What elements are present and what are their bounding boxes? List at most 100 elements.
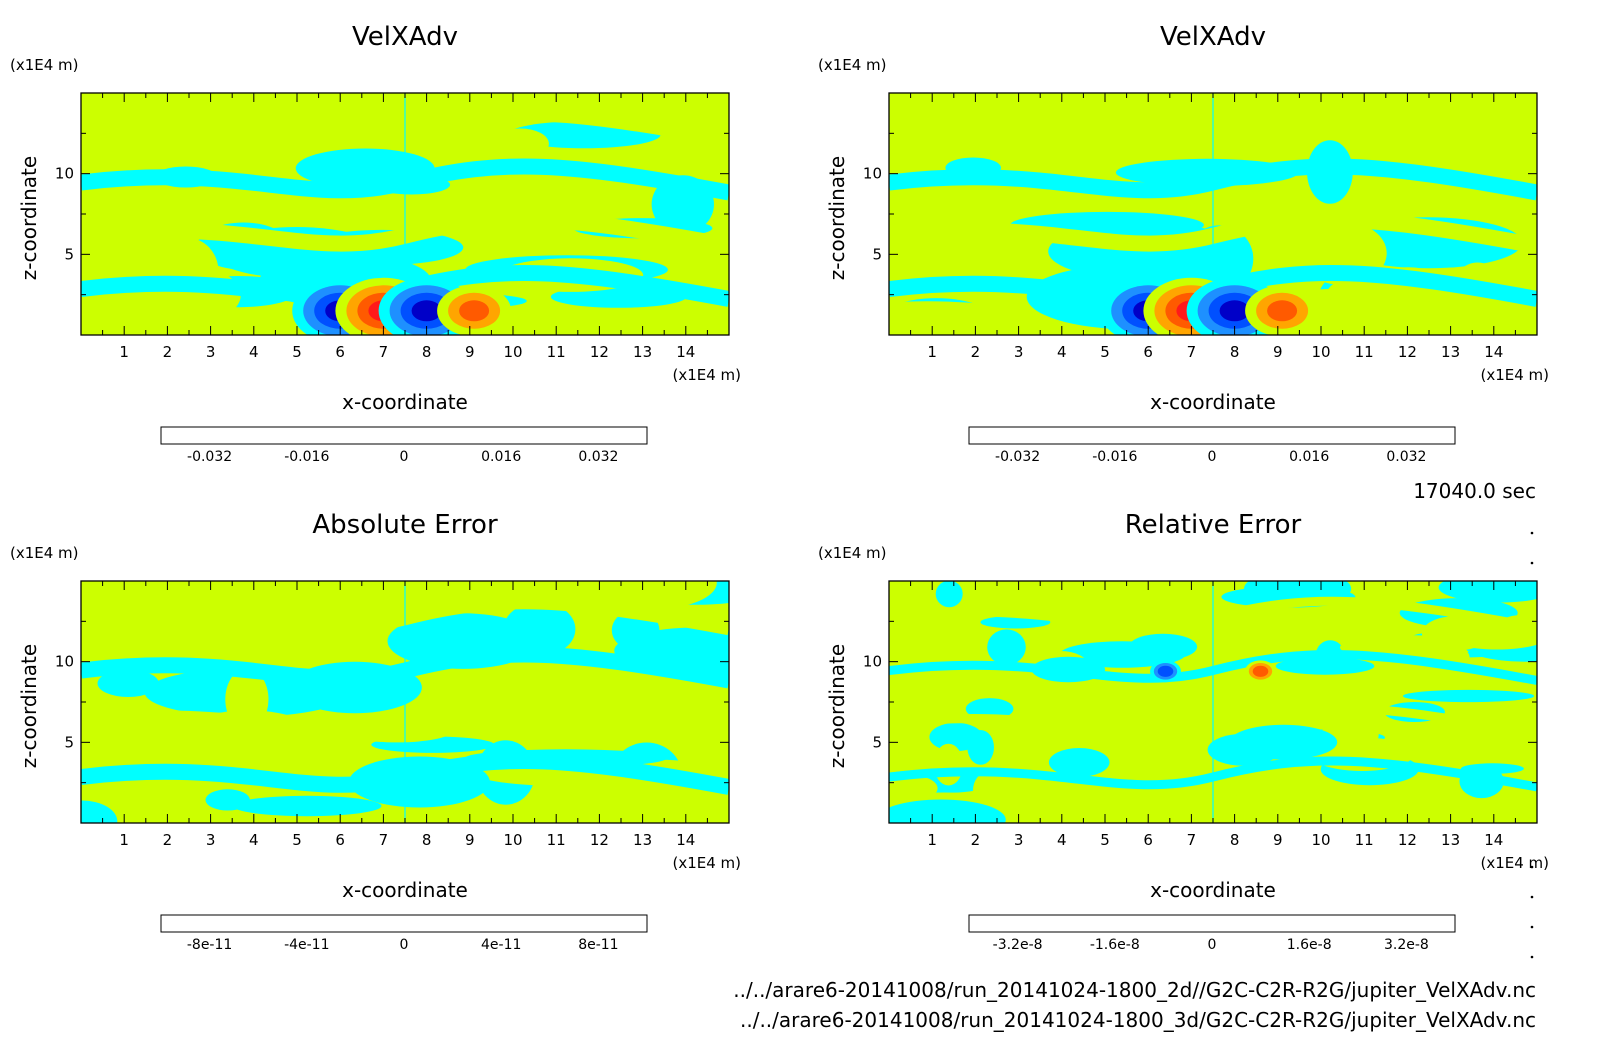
field-region: [1128, 788, 1237, 806]
y-tick-label: 10: [55, 653, 74, 671]
x-tick-label: 3: [206, 831, 216, 849]
x-tick-label: 4: [249, 343, 259, 361]
colorbar-frame: [968, 914, 1456, 933]
x-tick-label: 2: [163, 831, 173, 849]
x-tick-label: 3: [1014, 831, 1024, 849]
field-region: [1421, 616, 1491, 651]
x-tick-label: 10: [503, 831, 522, 849]
x-tick-label: 3: [206, 343, 216, 361]
chart-title: VelXAdv: [1160, 22, 1266, 52]
colorbar-tick-label: -3.2e-8: [993, 937, 1043, 953]
colorbar-tick-label: -0.032: [995, 449, 1040, 465]
x-tick-label: 9: [465, 831, 475, 849]
stray-dots: [1530, 531, 1534, 959]
x-tick-label: 6: [1143, 343, 1153, 361]
x-tick-label: 14: [1484, 343, 1503, 361]
chart-panel: Relative Error(x1E4 m)1 2 3 4 5 6 7 8 9 10 11 12 13 1…: [818, 510, 1549, 953]
y-tick-label: 10: [863, 653, 882, 671]
x-tick-label: 11: [1355, 343, 1374, 361]
field-region: [889, 301, 1033, 335]
x-tick-label: 7: [1187, 831, 1197, 849]
x-tick-label: 12: [1398, 831, 1417, 849]
x-tick-label: 5: [292, 343, 302, 361]
time-label: 17040.0 sec: [1413, 479, 1536, 503]
x-tick-label: 13: [633, 343, 652, 361]
chart-title: VelXAdv: [352, 22, 458, 52]
y-tick-label: 5: [872, 245, 882, 263]
y-unit-label: (x1E4 m): [10, 56, 79, 74]
x-tick-label: 7: [379, 343, 389, 361]
field-region: [1008, 789, 1085, 802]
x-tick-label: 1: [119, 343, 129, 361]
colorbar-tick-label: 0.032: [1386, 449, 1426, 465]
y-axis-label: z-coordinate: [17, 156, 41, 280]
file-path-1: ../../arare6-20141008/run_20141024-1800_…: [733, 978, 1536, 1002]
colorbar-tick-label: 1.6e-8: [1287, 937, 1332, 953]
x-tick-label: 1: [927, 831, 937, 849]
x-tick-label: 12: [590, 831, 609, 849]
x-tick-label: 10: [1311, 343, 1330, 361]
colorbar-tick-label: -0.032: [187, 449, 232, 465]
extremum-contour: [1157, 665, 1174, 677]
colorbar-tick-label: -1.6e-8: [1090, 937, 1140, 953]
x-tick-label: 2: [971, 831, 981, 849]
field-region: [1039, 581, 1108, 608]
field-region: [933, 743, 964, 786]
extremum-contour: [1267, 300, 1298, 322]
colorbar-tick-label: 3.2e-8: [1384, 937, 1429, 953]
x-tick-label: 12: [1398, 343, 1417, 361]
x-tick-label: 4: [249, 831, 259, 849]
x-tick-label: 13: [1441, 343, 1460, 361]
field-region: [1451, 740, 1500, 767]
colorbar-frame: [160, 914, 648, 933]
y-axis-label: z-coordinate: [17, 644, 41, 768]
x-tick-label: 4: [1057, 831, 1067, 849]
x-tick-label: 13: [633, 831, 652, 849]
colorbar-tick-label: 0: [1208, 449, 1217, 465]
field-region: [97, 669, 159, 697]
x-tick-label: 10: [1311, 831, 1330, 849]
extremum-contour: [411, 300, 442, 322]
x-tick-label: 1: [927, 343, 937, 361]
y-unit-label: (x1E4 m): [818, 544, 887, 562]
field-region: [503, 602, 576, 657]
x-tick-label: 5: [1100, 831, 1110, 849]
colorbar-tick-label: 0.032: [578, 449, 618, 465]
x-tick-label: 4: [1057, 343, 1067, 361]
y-tick-label: 5: [64, 733, 74, 751]
field-region: [1024, 686, 1156, 726]
extremum-contour: [459, 300, 490, 322]
colorbar-tick-label: -8e-11: [187, 937, 232, 953]
x-tick-label: 8: [422, 343, 432, 361]
y-tick-label: 10: [55, 165, 74, 183]
x-axis-label: x-coordinate: [342, 878, 468, 902]
chart-panel: VelXAdv(x1E4 m)1 2 3 4 5 6 7 8 9 10 11 12 13 14510(x1…: [818, 22, 1549, 465]
x-tick-label: 6: [335, 343, 345, 361]
field-region: [1493, 581, 1537, 595]
colorbar-tick-label: -0.016: [284, 449, 329, 465]
x-tick-label: 9: [465, 343, 475, 361]
x-tick-label: 1: [119, 831, 129, 849]
y-axis-label: z-coordinate: [825, 644, 849, 768]
colorbar-frame: [968, 426, 1456, 445]
extremum-contour: [1219, 300, 1250, 322]
x-tick-label: 11: [1355, 831, 1374, 849]
x-tick-label: 5: [1100, 343, 1110, 361]
x-tick-label: 6: [1143, 831, 1153, 849]
colorbar-tick-label: -0.016: [1092, 449, 1137, 465]
y-tick-label: 10: [863, 165, 882, 183]
chart-title: Relative Error: [1125, 510, 1302, 540]
field-region: [898, 138, 954, 162]
field-region: [491, 128, 549, 159]
colorbar-tick-label: 0: [400, 937, 409, 953]
field-region: [1275, 657, 1375, 675]
y-axis-label: z-coordinate: [825, 156, 849, 280]
x-tick-label: 10: [503, 343, 522, 361]
x-tick-label: 8: [1230, 831, 1240, 849]
x-tick-label: 14: [676, 343, 695, 361]
plot-area: [889, 581, 1537, 823]
colorbar-tick-label: 0.016: [1289, 449, 1329, 465]
x-axis-label: x-coordinate: [342, 390, 468, 414]
x-tick-label: 14: [1484, 831, 1503, 849]
x-tick-label: 2: [971, 343, 981, 361]
